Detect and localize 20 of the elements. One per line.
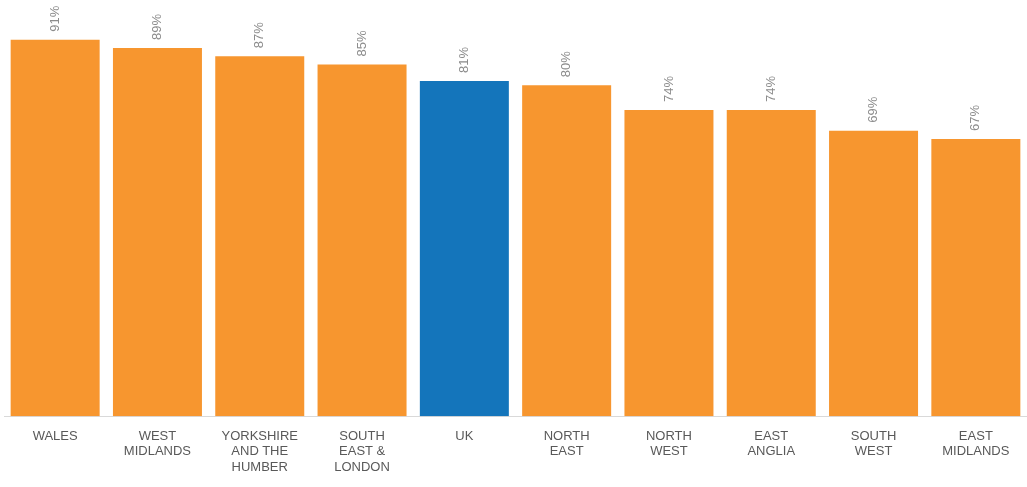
x-tick-label: WEST MIDLANDS bbox=[123, 427, 192, 459]
data-label: 85% bbox=[353, 30, 369, 57]
x-tick-label: YORKSHIRE AND THE HUMBER bbox=[221, 427, 299, 474]
data-label: 80% bbox=[558, 50, 574, 78]
data-label: 74% bbox=[762, 75, 778, 102]
data-label: 69% bbox=[865, 96, 881, 123]
x-tick-label: SOUTH EAST & LONDON bbox=[334, 427, 390, 474]
data-label: 89% bbox=[149, 13, 165, 40]
x-tick-label: NORTH WEST bbox=[645, 427, 692, 459]
data-label: 81% bbox=[455, 46, 471, 74]
x-tick-label: UK bbox=[455, 427, 474, 443]
data-label: 87% bbox=[251, 21, 267, 49]
x-tick-label: WALES bbox=[32, 427, 78, 443]
x-tick-label: NORTH EAST bbox=[543, 427, 590, 459]
x-tick-label: SOUTH WEST bbox=[850, 427, 897, 459]
data-label: 74% bbox=[660, 75, 676, 102]
x-tick-label: EAST MIDLANDS bbox=[942, 427, 1010, 459]
x-tick-label: EAST ANGLIA bbox=[747, 427, 796, 459]
data-label: 67% bbox=[967, 104, 983, 131]
data-label: 91% bbox=[46, 5, 62, 32]
